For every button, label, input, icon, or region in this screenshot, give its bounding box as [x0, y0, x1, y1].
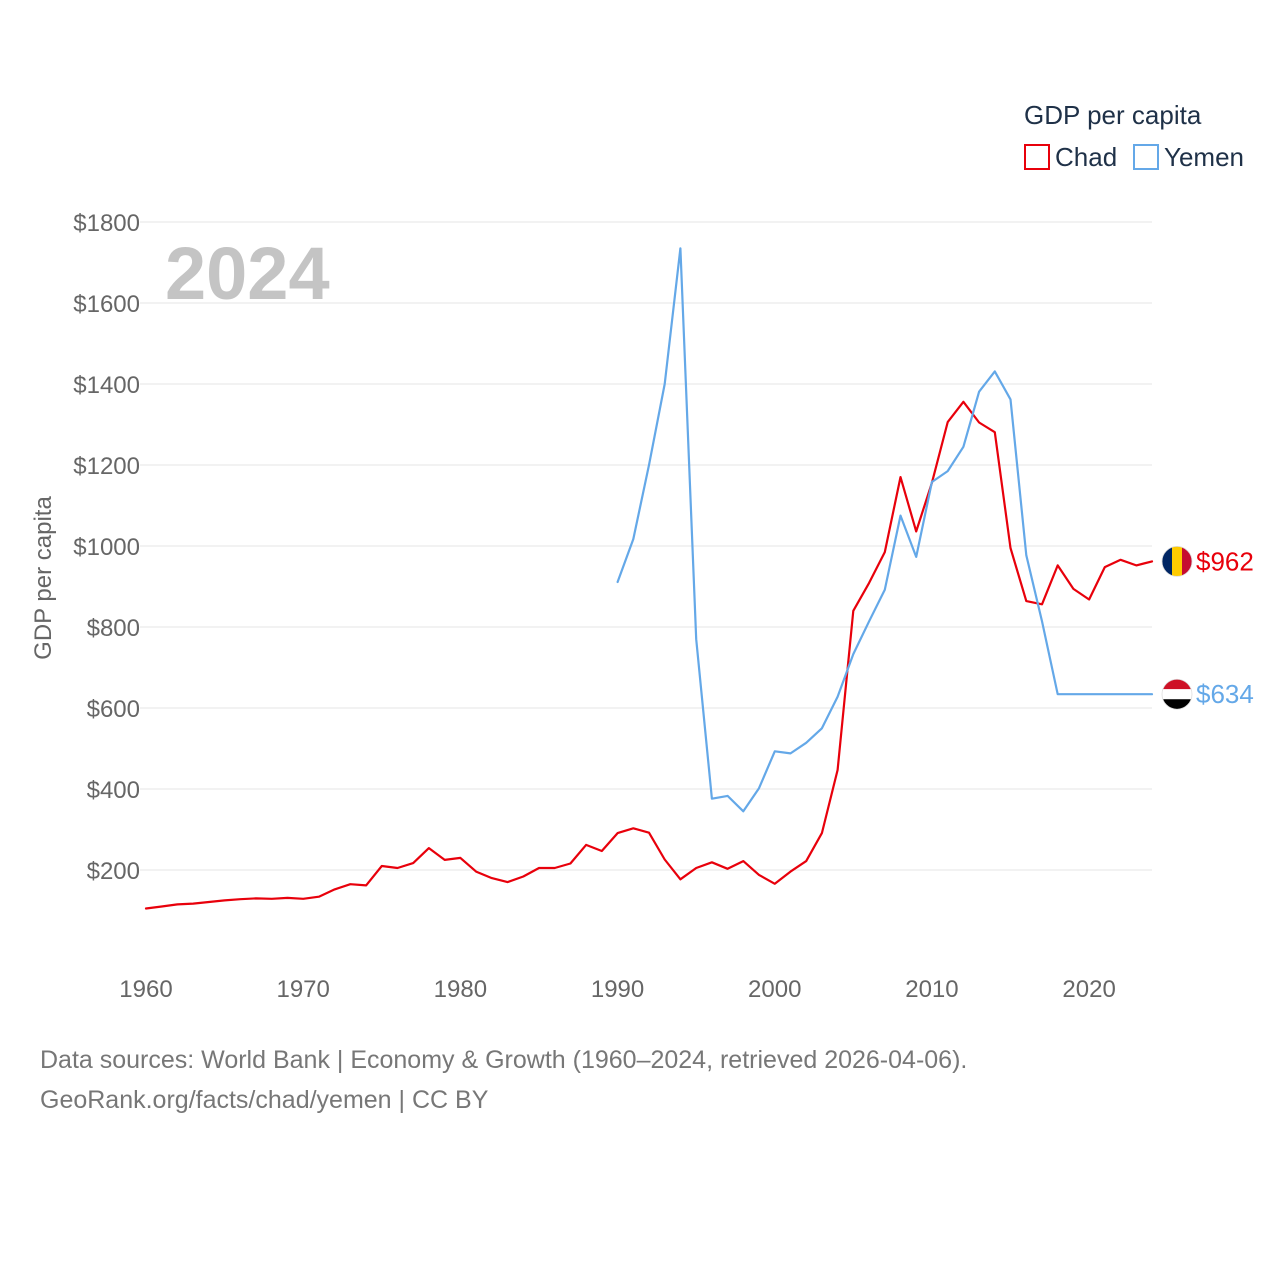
y-tick-label: $200 [87, 858, 140, 885]
x-tick-label: 1970 [276, 976, 329, 1003]
y-tick-label: $1800 [73, 210, 140, 237]
footer-attribution: GeoRank.org/facts/chad/yemen | CC BY [40, 1086, 489, 1114]
footer: Data sources: World Bank | Economy & Gro… [40, 1040, 967, 1120]
series-lines [144, 247, 1154, 910]
x-tick-label: 1960 [119, 976, 172, 1003]
y-tick-label: $1400 [73, 372, 140, 399]
end-value-label-chad: $962 [1196, 546, 1254, 576]
legend-swatch-chad [1024, 144, 1050, 170]
end-markers: $962 $634 [1161, 545, 1254, 710]
y-tick-label: $1600 [73, 291, 140, 318]
gdp-line-chart: $200 $400 $600 $800 $1000 $1200 $1400 $1600 $180… [30, 100, 1254, 1003]
x-axis-ticks: 1960 1970 1980 1990 2000 2010 2020 [119, 976, 1116, 1003]
y-axis-ticks: $200 $400 $600 $800 $1000 $1200 $1400 $1600 $180… [73, 210, 140, 885]
series-line-chad [144, 400, 1154, 910]
legend: GDP per capita Chad Yemen [1024, 100, 1244, 172]
legend-title: GDP per capita [1024, 100, 1202, 130]
year-label: 2024 [165, 232, 330, 315]
end-value-label-yemen: $634 [1196, 679, 1254, 709]
y-tick-label: $1200 [73, 453, 140, 480]
x-tick-label: 1980 [434, 976, 487, 1003]
yemen-flag-icon [1162, 679, 1192, 710]
y-axis-label: GDP per capita [30, 496, 57, 660]
grid-lines [140, 221, 1152, 871]
x-tick-label: 2020 [1062, 976, 1115, 1003]
y-tick-label: $1000 [73, 534, 140, 561]
chad-flag-icon [1162, 546, 1192, 577]
legend-label-yemen: Yemen [1164, 142, 1244, 172]
y-tick-label: $800 [87, 615, 140, 642]
x-tick-label: 1990 [591, 976, 644, 1003]
x-tick-label: 2010 [905, 976, 958, 1003]
legend-swatch-yemen [1133, 144, 1159, 170]
x-tick-label: 2000 [748, 976, 801, 1003]
y-tick-label: $600 [87, 696, 140, 723]
y-tick-label: $400 [87, 777, 140, 804]
footer-sources: Data sources: World Bank | Economy & Gro… [40, 1046, 968, 1074]
legend-label-chad: Chad [1055, 142, 1117, 172]
series-line-yemen [616, 247, 1154, 813]
